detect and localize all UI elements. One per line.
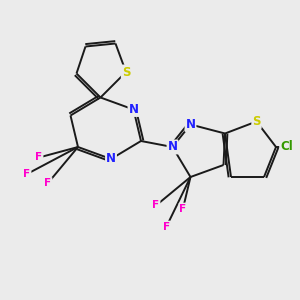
Text: N: N: [128, 103, 139, 116]
Text: F: F: [35, 152, 43, 163]
Text: S: S: [252, 115, 261, 128]
Text: N: N: [106, 152, 116, 166]
Text: F: F: [163, 221, 170, 232]
Text: Cl: Cl: [280, 140, 293, 154]
Text: N: N: [167, 140, 178, 154]
Text: F: F: [44, 178, 52, 188]
Text: N: N: [185, 118, 196, 131]
Text: F: F: [23, 169, 31, 179]
Text: F: F: [179, 203, 187, 214]
Text: F: F: [152, 200, 160, 211]
Text: S: S: [122, 65, 130, 79]
